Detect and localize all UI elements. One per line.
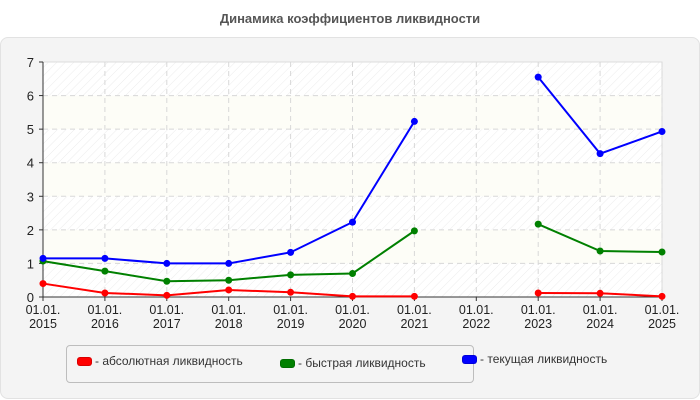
series-быстрая ликвидность	[39, 220, 666, 285]
data-point	[225, 276, 233, 284]
legend-item-quick: - быстрая ликвидность	[280, 356, 426, 370]
legend-swatch-blue	[462, 354, 477, 364]
data-series	[39, 73, 666, 300]
chart-title: Динамика коэффициентов ликвидности	[219, 11, 481, 26]
legend: - абсолютная ликвидность - быстрая ликви…	[66, 345, 607, 383]
data-point	[349, 218, 356, 226]
data-point	[658, 292, 666, 300]
svg-text:01.01.: 01.01.	[397, 303, 432, 317]
series-абсолютная ликвидность	[39, 280, 666, 300]
svg-text:2022: 2022	[462, 317, 490, 331]
data-point	[349, 292, 356, 300]
svg-text:01.01.: 01.01.	[459, 303, 494, 317]
svg-text:01.01.: 01.01.	[149, 303, 184, 317]
data-point	[39, 280, 47, 288]
svg-text:2: 2	[27, 223, 34, 238]
svg-text:2021: 2021	[400, 317, 428, 331]
svg-text:2017: 2017	[153, 317, 181, 331]
svg-text:0: 0	[27, 290, 34, 305]
data-point	[410, 292, 418, 300]
svg-text:2015: 2015	[29, 317, 57, 331]
svg-text:2019: 2019	[277, 317, 305, 331]
data-point	[658, 127, 666, 135]
legend-item-absolute: - абсолютная ликвидность	[77, 354, 243, 368]
svg-text:01.01.: 01.01.	[583, 303, 618, 317]
legend-swatch-green	[280, 358, 295, 368]
svg-text:01.01.: 01.01.	[26, 303, 61, 317]
data-point	[349, 270, 356, 277]
legend-label: - быстрая ликвидность	[298, 356, 426, 370]
svg-text:4: 4	[27, 156, 34, 171]
data-point	[410, 227, 418, 235]
data-point	[163, 291, 171, 299]
svg-text:2018: 2018	[215, 317, 243, 331]
data-point	[101, 289, 109, 297]
svg-text:01.01.: 01.01.	[521, 303, 556, 317]
data-point	[101, 254, 109, 262]
svg-text:3: 3	[27, 189, 34, 204]
data-point	[410, 117, 418, 125]
data-point	[287, 248, 295, 256]
grid-lines	[43, 62, 663, 297]
series-текущая ликвидность	[39, 73, 666, 267]
svg-text:6: 6	[27, 89, 34, 104]
legend-item-current: - текущая ликвидность	[462, 352, 607, 366]
data-point	[287, 288, 295, 296]
legend-label: - текущая ликвидность	[480, 352, 608, 366]
svg-text:7: 7	[27, 55, 34, 70]
data-point	[225, 286, 233, 294]
data-point	[287, 271, 295, 279]
svg-text:01.01.: 01.01.	[273, 303, 308, 317]
data-point	[596, 247, 604, 255]
svg-text:01.01.: 01.01.	[335, 303, 370, 317]
data-point	[225, 259, 233, 267]
legend-label: - абсолютная ликвидность	[95, 354, 243, 368]
svg-text:01.01.: 01.01.	[211, 303, 246, 317]
data-point	[163, 259, 171, 267]
svg-text:01.01.: 01.01.	[645, 303, 680, 317]
svg-text:2025: 2025	[648, 317, 676, 331]
data-point	[101, 267, 109, 275]
data-point	[534, 289, 542, 297]
svg-text:5: 5	[27, 122, 34, 137]
data-point	[39, 254, 47, 262]
svg-text:2016: 2016	[91, 317, 119, 331]
data-point	[163, 277, 171, 285]
data-point	[658, 248, 666, 256]
legend-swatch-red	[77, 356, 92, 366]
svg-text:1: 1	[27, 256, 34, 271]
svg-text:2024: 2024	[586, 317, 614, 331]
svg-text:01.01.: 01.01.	[88, 303, 123, 317]
data-point	[534, 73, 542, 81]
svg-text:2020: 2020	[339, 317, 367, 331]
svg-text:2023: 2023	[524, 317, 552, 331]
data-point	[596, 150, 604, 158]
data-point	[596, 289, 604, 297]
data-point	[534, 220, 542, 228]
